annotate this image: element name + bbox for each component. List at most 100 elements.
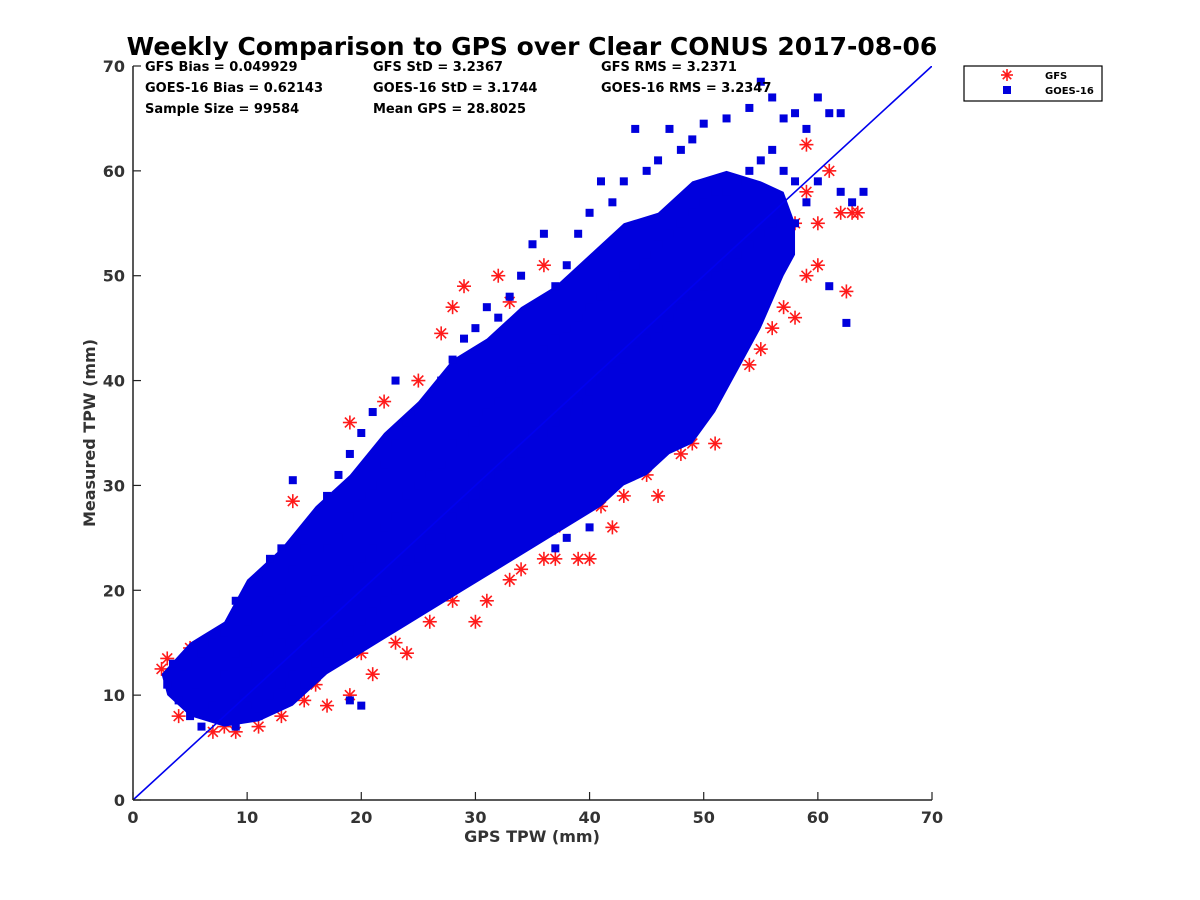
- goes16-point: [722, 114, 731, 123]
- gfs-point: [251, 719, 266, 734]
- goes16-point: [323, 544, 332, 553]
- goes16-point: [437, 460, 446, 469]
- goes16-point: [414, 408, 423, 417]
- goes16-point: [802, 198, 811, 207]
- goes16-point: [414, 481, 423, 490]
- goes16-point: [265, 691, 274, 700]
- stat-text: GOES-16 Bias = 0.62143: [145, 81, 323, 96]
- series-goes-16: [163, 77, 868, 731]
- goes16-point: [460, 334, 469, 343]
- goes16-point: [448, 512, 457, 521]
- goes16-point: [288, 476, 297, 485]
- goes16-point: [380, 460, 389, 469]
- goes16-point: [779, 166, 788, 175]
- goes16-point: [631, 261, 640, 270]
- goes16-point: [208, 701, 217, 710]
- goes16-point: [608, 198, 617, 207]
- goes16-point: [642, 250, 651, 259]
- goes16-point: [277, 544, 286, 553]
- stat-text: GFS RMS = 3.2371: [601, 60, 737, 75]
- goes16-point: [551, 544, 560, 553]
- goes16-point: [574, 313, 583, 322]
- goes16-point: [654, 156, 663, 165]
- goes16-point: [243, 659, 252, 668]
- gfs-point: [320, 698, 335, 713]
- goes16-point: [345, 565, 354, 574]
- x-axis-label: GPS TPW (mm): [464, 827, 600, 846]
- gfs-point: [673, 446, 688, 461]
- goes16-point: [859, 187, 868, 196]
- goes16-point: [414, 554, 423, 563]
- goes16-point: [733, 250, 742, 259]
- goes16-point: [699, 198, 708, 207]
- goes16-point: [334, 638, 343, 647]
- goes16-point: [334, 586, 343, 595]
- goes16-point: [654, 324, 663, 333]
- goes16-point: [254, 712, 263, 721]
- gfs-point: [708, 436, 723, 451]
- goes16-point: [654, 240, 663, 249]
- gfs-point: [514, 562, 529, 577]
- goes16-point: [562, 533, 571, 542]
- goes16-point: [505, 376, 514, 385]
- goes16-point: [791, 219, 800, 228]
- x-tick-label: 0: [127, 808, 138, 827]
- goes16-point: [265, 554, 274, 563]
- goes16-point: [791, 177, 800, 186]
- goes16-point: [471, 324, 480, 333]
- goes16-point: [391, 512, 400, 521]
- goes16-point: [779, 208, 788, 217]
- goes16-point: [842, 318, 851, 327]
- goes16-point: [791, 109, 800, 118]
- goes16-point: [300, 680, 309, 689]
- goes16-point: [168, 659, 177, 668]
- goes16-point: [517, 271, 526, 280]
- goes16-point: [768, 219, 777, 228]
- goes16-point: [813, 177, 822, 186]
- chart-title: Weekly Comparison to GPS over Clear CONU…: [127, 32, 938, 61]
- goes16-point: [208, 638, 217, 647]
- goes16-point: [357, 701, 366, 710]
- goes16-point: [437, 533, 446, 542]
- goes16-point: [608, 282, 617, 291]
- goes16-point: [574, 229, 583, 238]
- goes16-point: [756, 77, 765, 86]
- goes16-point: [676, 219, 685, 228]
- y-tick-label: 20: [103, 581, 125, 600]
- goes16-point: [391, 376, 400, 385]
- goes16-point: [311, 659, 320, 668]
- goes16-point: [596, 177, 605, 186]
- legend-box: [963, 65, 1103, 102]
- goes16-point: [688, 208, 697, 217]
- goes16-point: [768, 145, 777, 154]
- goes16-point: [802, 124, 811, 133]
- gfs-point: [457, 279, 472, 294]
- gfs-point: [605, 520, 620, 535]
- goes16-point: [619, 177, 628, 186]
- goes16-point: [163, 680, 172, 689]
- stat-text: GOES-16 RMS = 3.2347: [601, 81, 771, 96]
- goes16-point: [231, 649, 240, 658]
- goes16-point: [425, 470, 434, 479]
- goes16-point: [402, 418, 411, 427]
- goes16-point: [265, 649, 274, 658]
- goes16-point: [197, 649, 206, 658]
- goes16-point: [665, 124, 674, 133]
- gfs-point: [548, 551, 563, 566]
- goes16-point: [551, 334, 560, 343]
- y-axis-label: Measured TPW (mm): [80, 339, 99, 527]
- legend-label: GFS: [1045, 71, 1067, 82]
- goes16-point: [197, 722, 206, 731]
- goes16-point: [551, 418, 560, 427]
- gfs-point: [285, 494, 300, 509]
- gfs-point: [810, 216, 825, 231]
- goes16-point: [357, 617, 366, 626]
- goes16-point: [311, 617, 320, 626]
- goes16-point: [471, 491, 480, 500]
- goes16-point: [528, 439, 537, 448]
- goes16-point: [174, 696, 183, 705]
- goes16-point: [311, 575, 320, 584]
- goes16-point: [334, 533, 343, 542]
- goes16-density-band: [161, 170, 796, 727]
- goes16-point: [323, 596, 332, 605]
